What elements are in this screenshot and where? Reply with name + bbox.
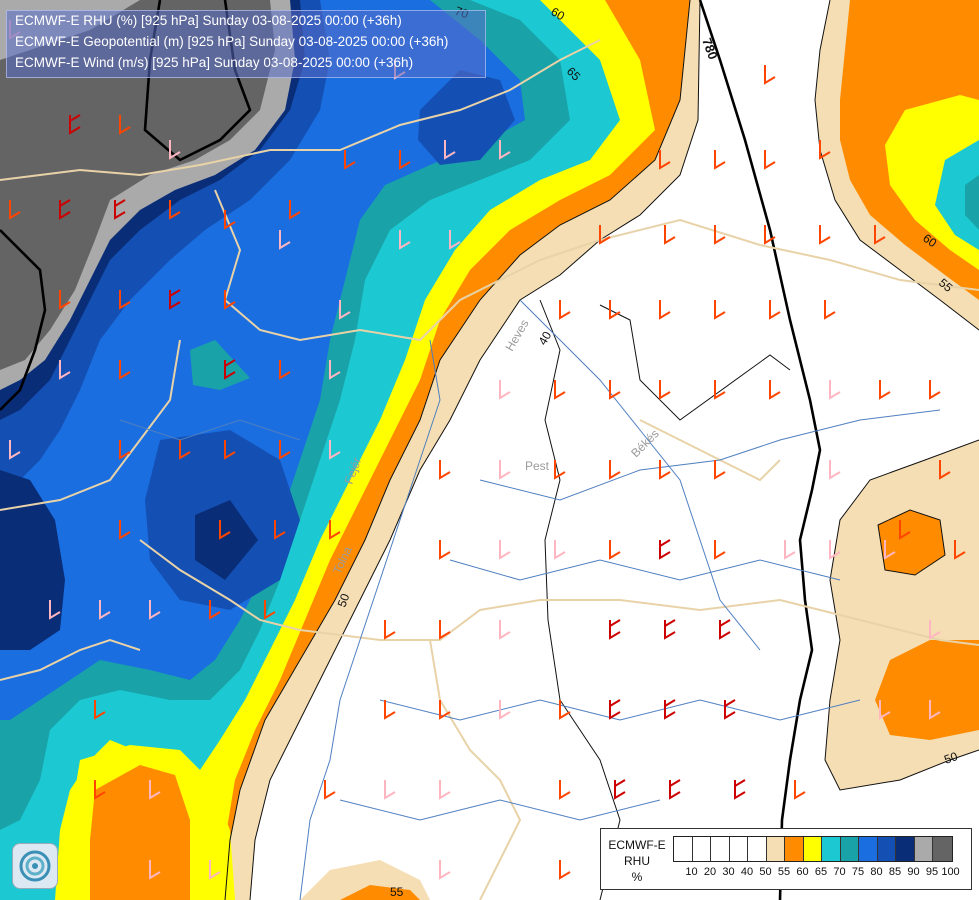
rhu-90-zone-left [0, 470, 65, 650]
legend-tick: 10 [685, 866, 698, 878]
legend-tick: 40 [740, 866, 754, 878]
rhu-60-zone-bottom-small [340, 885, 420, 900]
geopotential-low-line-left [0, 229, 47, 411]
contour-label-50-right: 50 [942, 749, 960, 767]
rhu-100-zone [0, 0, 275, 370]
legend-swatch [859, 837, 878, 861]
geopotential-780-line [698, 0, 822, 900]
legend-color-scale [673, 836, 953, 862]
contour-label-50-left: 50 [335, 591, 353, 609]
legend-swatch [692, 837, 711, 861]
legend-swatch [914, 837, 933, 861]
legend-title-model: ECMWF-E [608, 838, 666, 852]
ecmwf-swirl-icon [12, 843, 58, 889]
rhu-70-zone-pocket [190, 340, 250, 390]
legend-title: ECMWF-E RHU % [607, 837, 667, 885]
legend-swatch [711, 837, 730, 861]
rivers [119, 299, 941, 900]
wind-barbs [9, 20, 966, 880]
legend-tick-labels: 10 20 30 40 50 55 60 65 70 75 80 85 90 95 100 [673, 866, 973, 882]
contour-label-60-top: 60 [549, 4, 568, 23]
legend-swatch [748, 837, 767, 861]
legend-tick: 55 [777, 866, 791, 878]
legend-swatch [729, 837, 748, 861]
legend-tick: 85 [888, 866, 902, 878]
legend-swatch [803, 837, 822, 861]
legend-tick: 100 [941, 866, 960, 878]
legend-swatch [896, 837, 915, 861]
legend-tick: 20 [703, 866, 717, 878]
map-title-box: ECMWF-E RHU (%) [925 hPa] Sunday 03-08-2… [6, 10, 486, 78]
rhu-contours [224, 0, 979, 900]
legend-tick: 90 [907, 866, 920, 878]
rhu-60-zone-right-mid [878, 510, 945, 575]
legend-tick: 95 [925, 866, 939, 878]
legend-tick: 80 [870, 866, 883, 878]
legend-tick: 30 [722, 866, 735, 878]
country-borders [0, 39, 979, 900]
rhu-60-zone-bottom [90, 765, 190, 900]
legend-title-variable: RHU [624, 854, 650, 868]
rhu-60-zone-right-low [875, 640, 979, 740]
rhu-75-zone-right-top [965, 175, 979, 230]
title-rhu: ECMWF-E RHU (%) [925 hPa] Sunday 03-08-2… [15, 13, 402, 28]
legend-tick: 60 [796, 866, 809, 878]
legend-tick: 50 [759, 866, 772, 878]
title-geopotential: ECMWF-E Geopotential (m) [925 hPa] Sunda… [15, 34, 449, 49]
contour-label-40-mid: 40 [535, 329, 554, 348]
legend-tick: 70 [833, 866, 846, 878]
legend-swatch [822, 837, 841, 861]
legend-tick: 75 [851, 866, 865, 878]
legend-tick: 65 [814, 866, 828, 878]
title-wind: ECMWF-E Wind (m/s) [925 hPa] Sunday 03-0… [15, 55, 414, 70]
rhu-70-zone-right-top [935, 140, 979, 250]
legend-swatch [766, 837, 785, 861]
contour-label-780: 780 [699, 36, 721, 62]
rhu-90-zone-mid [195, 500, 258, 580]
legend-swatch [840, 837, 859, 861]
region-label-pest: Pest [525, 459, 550, 473]
contour-label-55-bottom: 55 [390, 885, 404, 899]
rhu-legend: ECMWF-E RHU % 10 20 30 40 50 55 60 65 70 75 80 85 90… [600, 828, 972, 890]
legend-swatch [933, 837, 952, 861]
legend-title-unit: % [631, 870, 643, 884]
legend-swatch [877, 837, 896, 861]
rhu-85-zone-top [418, 70, 515, 165]
legend-swatch [785, 837, 804, 861]
legend-swatch [674, 837, 693, 861]
